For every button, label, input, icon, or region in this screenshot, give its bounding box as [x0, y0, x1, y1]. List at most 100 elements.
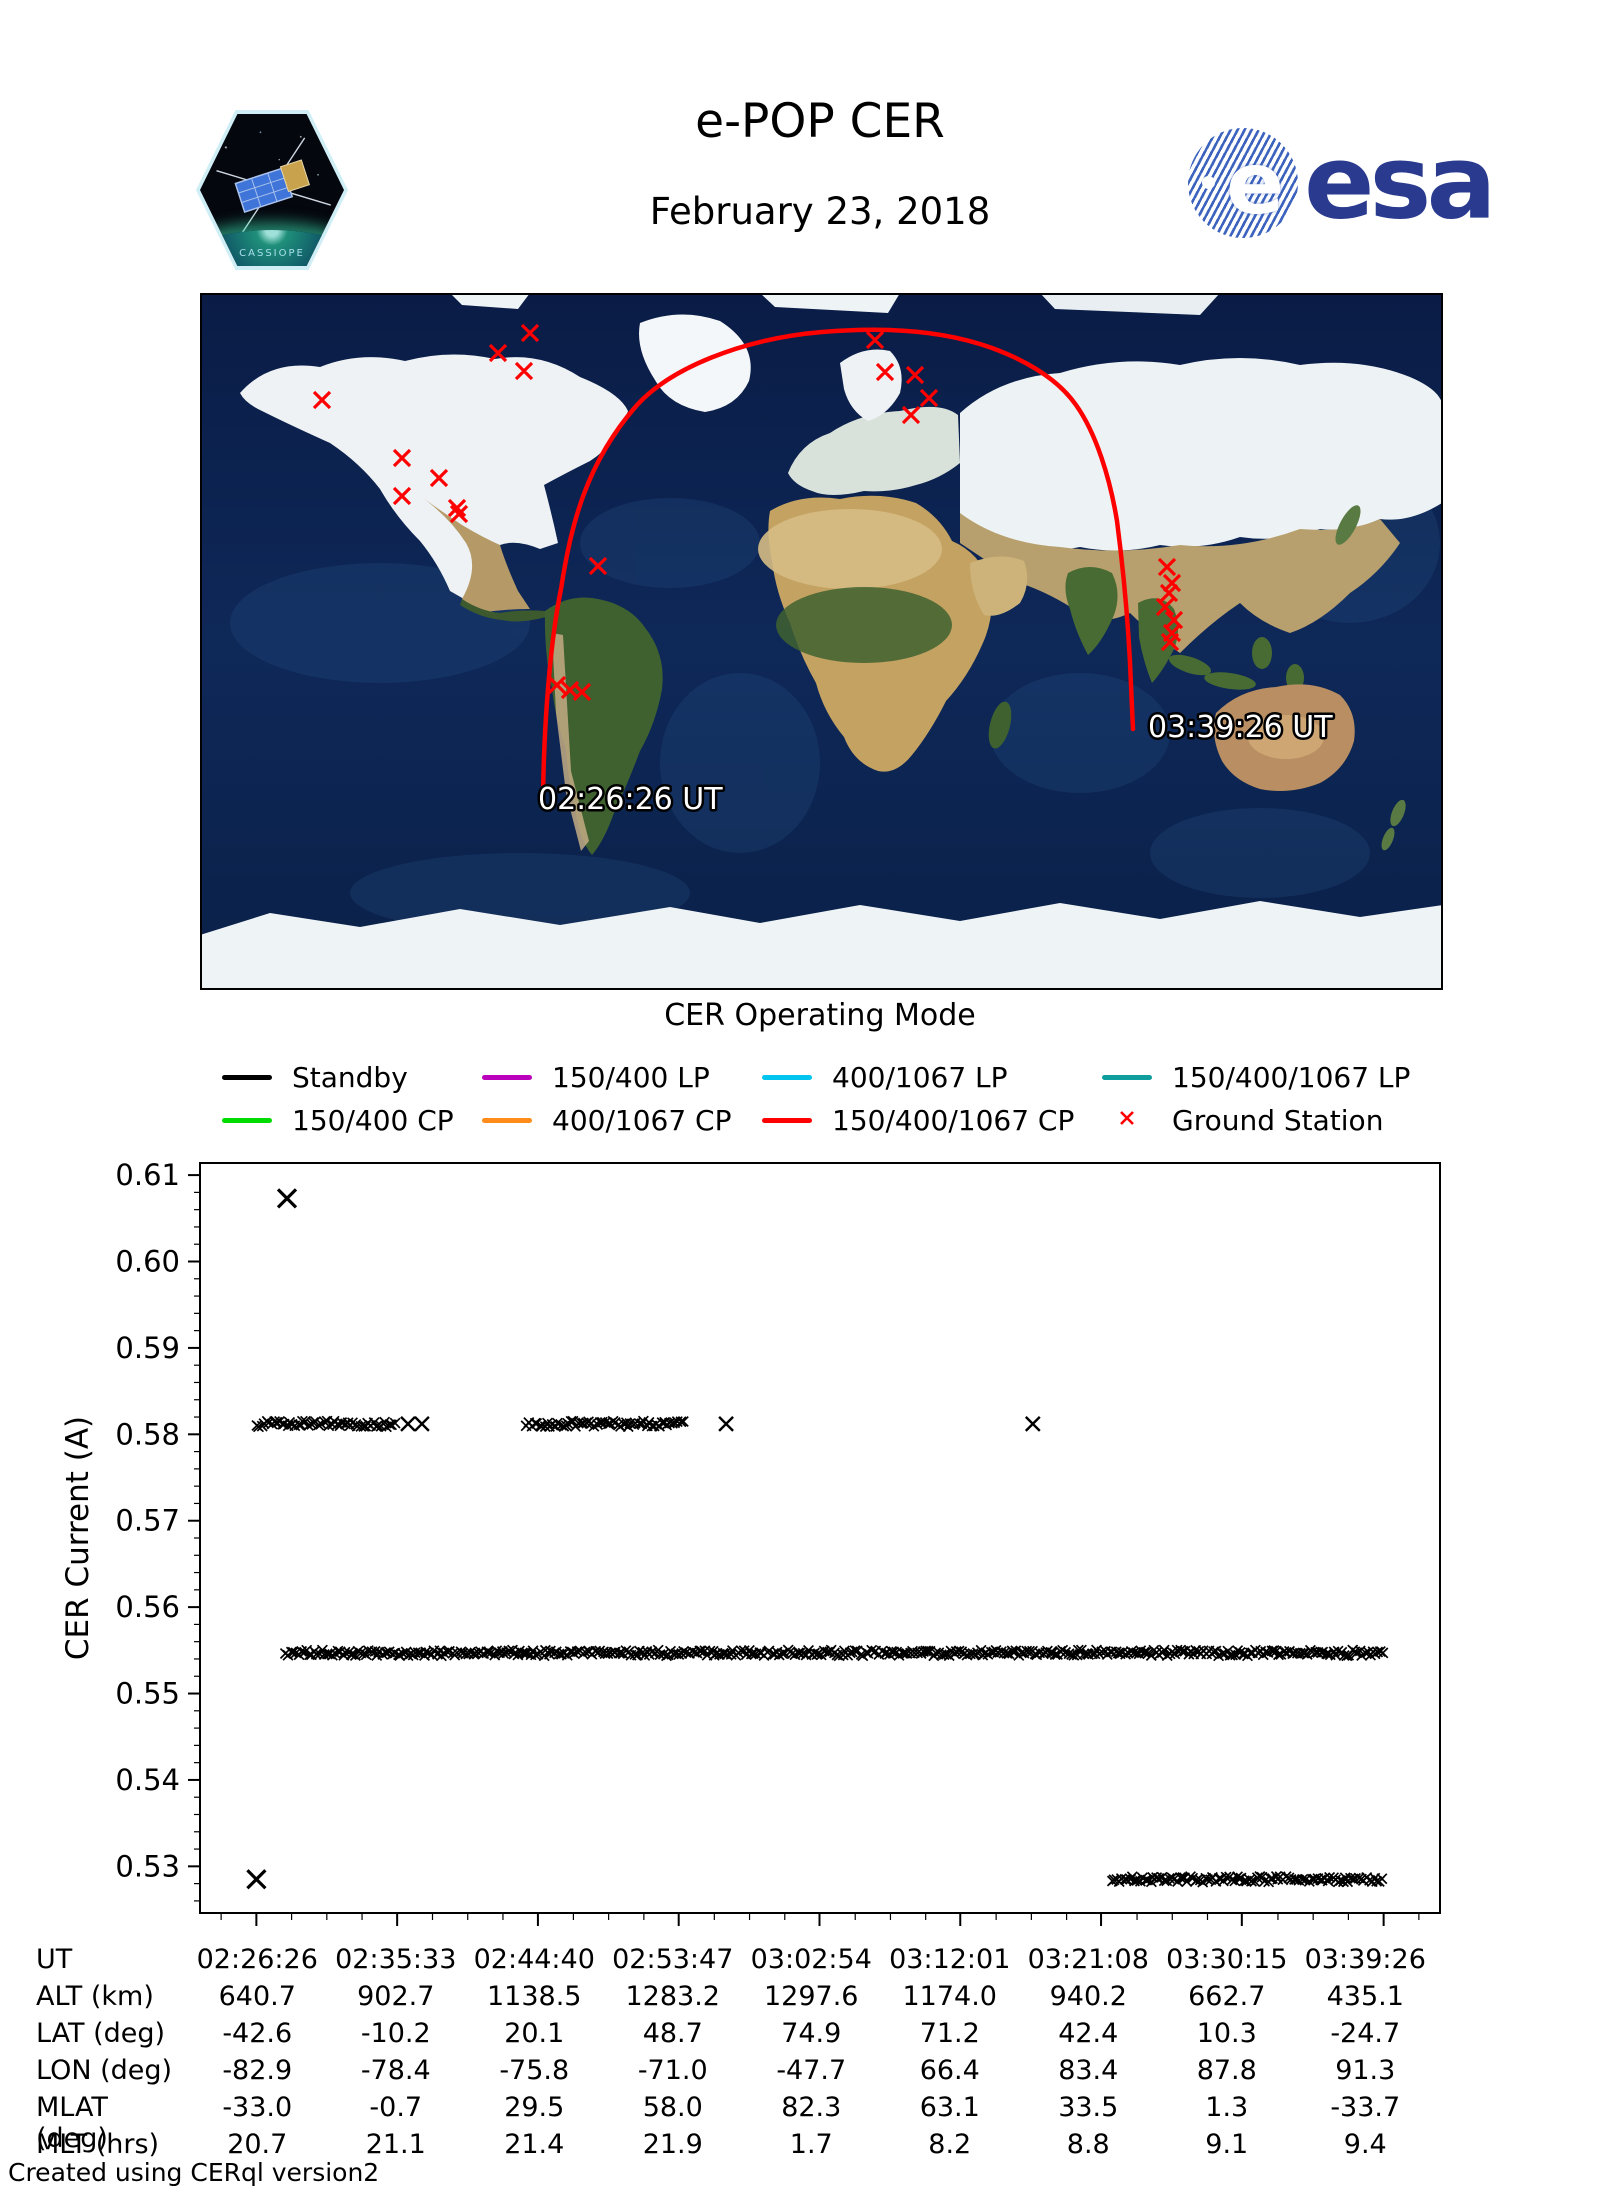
table-row-label: ALT (km)	[36, 1981, 154, 2012]
table-cell: 58.0	[642, 2092, 703, 2123]
table-cell: 20.7	[227, 2129, 288, 2160]
table-cell: 33.5	[1058, 2092, 1119, 2123]
table-cell: 662.7	[1188, 1981, 1266, 2012]
table-cell: -82.9	[222, 2055, 293, 2086]
table-cell: 1174.0	[902, 1981, 997, 2012]
table-cell: 21.1	[365, 2129, 426, 2160]
patch-mission-name: CASSIOPE	[239, 248, 305, 259]
credit-text: Created using CERql version2	[8, 2158, 380, 2187]
ephemeris-table: UT 02:26:26 02:35:33 02:44:40 02:53:47 03:02:…	[30, 1944, 1435, 2166]
table-cell: 8.2	[928, 2129, 972, 2160]
table-cell: -24.7	[1330, 2018, 1401, 2049]
cer-current-chart: 0.53 0.54 0.55 0.56 0.57 0.58 0.59 0.60 0.61 CER …	[60, 1158, 1441, 1926]
table-cell: 1283.2	[625, 1981, 720, 2012]
table-cell: 1.7	[789, 2129, 833, 2160]
table-cell: 74.9	[781, 2018, 842, 2049]
y-tick-label: 0.58	[115, 1417, 180, 1451]
plot-frame	[199, 1162, 1441, 1914]
legend-item-400-1067-lp: 400/1067 LP	[762, 1060, 1008, 1094]
scatter-band	[520, 1415, 689, 1433]
table-cell: 02:26:26	[196, 1944, 318, 1975]
table-cell: 1138.5	[487, 1981, 582, 2012]
y-tick-label: 0.61	[115, 1158, 180, 1192]
table-cell: 1297.6	[764, 1981, 859, 2012]
legend-item-label: 150/400 CP	[292, 1103, 454, 1137]
satellite-track	[540, 327, 1136, 800]
table-cell: -71.0	[637, 2055, 708, 2086]
legend-item-label: 150/400 LP	[552, 1060, 710, 1094]
y-tick-label: 0.57	[115, 1504, 180, 1538]
table-cell: 02:35:33	[335, 1944, 457, 1975]
figure-header: e-POP CER February 23, 2018	[400, 96, 1240, 233]
ground-track-map: 02:26:26 UT 03:39:26 UT	[200, 293, 1443, 990]
cassiope-mission-patch: CASSIOPE	[196, 110, 348, 270]
table-cell: -75.8	[499, 2055, 570, 2086]
y-tick-label: 0.54	[115, 1763, 180, 1797]
table-cell: 03:21:08	[1027, 1944, 1149, 1975]
legend-item-standby: Standby	[222, 1060, 408, 1094]
table-row-label: LON (deg)	[36, 2055, 173, 2086]
table-cell: -33.7	[1330, 2092, 1401, 2123]
continents	[200, 293, 1443, 990]
table-cell: 02:53:47	[612, 1944, 734, 1975]
track-end-time-label: 03:39:26 UT	[1148, 710, 1333, 745]
table-cell: 42.4	[1058, 2018, 1119, 2049]
legend-line-swatch	[222, 1117, 272, 1123]
scatter-band	[251, 1415, 401, 1433]
table-row-label: UT	[36, 1944, 73, 1975]
track-start-time-label: 02:26:26 UT	[538, 782, 723, 817]
table-cell: -47.7	[776, 2055, 847, 2086]
table-cell: 640.7	[218, 1981, 296, 2012]
table-cell: 10.3	[1196, 2018, 1257, 2049]
esa-logo: e esa	[1188, 122, 1497, 242]
legend-item-label: 400/1067 CP	[552, 1103, 732, 1137]
legend-item-label: 150/400/1067 CP	[832, 1103, 1075, 1137]
legend-item-150-400-lp: 150/400 LP	[482, 1060, 710, 1094]
scatter-band	[1106, 1870, 1388, 1888]
scatter-band	[279, 1644, 1389, 1662]
scatter-point	[276, 1188, 298, 1209]
ground-station-x-icon	[312, 323, 1184, 702]
table-cell: -0.7	[369, 2092, 423, 2123]
table-cell: -78.4	[360, 2055, 431, 2086]
table-cell: 02:44:40	[473, 1944, 595, 1975]
y-tick-label: 0.53	[115, 1849, 180, 1883]
esa-wordmark: esa	[1304, 122, 1497, 242]
y-tick-label: 0.56	[115, 1590, 180, 1624]
legend-item-ground-station: Ground Station	[1102, 1103, 1383, 1137]
legend-line-swatch	[482, 1117, 532, 1123]
page-title: e-POP CER	[695, 94, 945, 149]
y-tick-label: 0.59	[115, 1331, 180, 1365]
y-tick-label: 0.60	[115, 1245, 180, 1279]
legend-line-swatch	[762, 1074, 812, 1080]
table-cell: 83.4	[1058, 2055, 1119, 2086]
scatter-point	[718, 1416, 734, 1432]
legend-line-swatch	[482, 1074, 532, 1080]
scatter-point	[400, 1416, 416, 1432]
ground-station-markers	[312, 323, 1184, 702]
scatter-point	[246, 1869, 267, 1890]
satellite-icon	[216, 137, 331, 235]
legend-line-swatch	[222, 1074, 272, 1080]
scatter-point	[1024, 1416, 1041, 1432]
table-cell: 8.8	[1066, 2129, 1110, 2160]
legend-item-150-400-cp: 150/400 CP	[222, 1103, 454, 1137]
legend-item-label: 150/400/1067 LP	[1172, 1060, 1411, 1094]
table-row-label: MLT (hrs)	[36, 2129, 160, 2160]
table-cell: 91.3	[1335, 2055, 1396, 2086]
cassiope-patch-art: CASSIOPE	[200, 114, 344, 266]
legend-line-swatch	[1102, 1074, 1152, 1080]
legend-item-400-1067-cp: 400/1067 CP	[482, 1103, 731, 1137]
y-axis-label: CER Current (A)	[60, 1416, 96, 1660]
scatter-markers	[246, 1188, 1389, 1890]
table-cell: 82.3	[781, 2092, 842, 2123]
esa-globe-icon: e	[1188, 128, 1298, 238]
table-row-label: LAT (deg)	[36, 2018, 166, 2049]
table-cell: 902.7	[357, 1981, 435, 2012]
table-cell: 20.1	[504, 2018, 565, 2049]
legend-item-label: Standby	[292, 1060, 408, 1094]
table-cell: -42.6	[222, 2018, 293, 2049]
ground-station-x-icon	[1102, 1108, 1152, 1132]
table-cell: 87.8	[1196, 2055, 1257, 2086]
table-row-label: MLAT (deg)	[36, 2092, 108, 2154]
